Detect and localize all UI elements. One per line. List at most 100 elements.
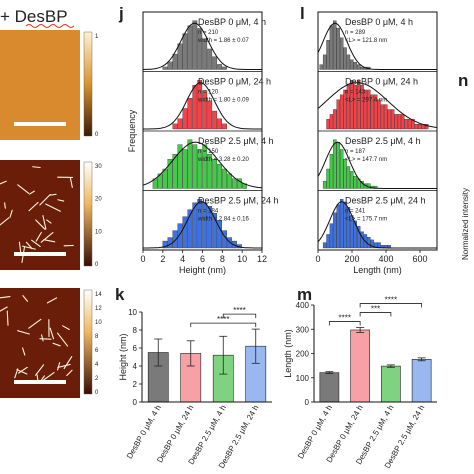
histogram-bar — [177, 118, 183, 130]
histogram-bar — [339, 149, 344, 189]
fibril — [39, 193, 51, 206]
series-label: DesBP 0 μM, 4 h — [198, 17, 266, 27]
histogram-bar — [326, 234, 330, 249]
histogram-bar — [360, 66, 364, 70]
colorbar-tick-label: 1 — [95, 34, 99, 40]
y-tick-label: 300 — [296, 325, 310, 334]
y-tick-label: 10 — [128, 308, 137, 317]
fibril — [57, 362, 61, 371]
histogram-bar — [343, 47, 347, 70]
fibril — [43, 239, 56, 243]
series-stat: <L> = 147.7 nm — [345, 157, 387, 163]
length-histogram-chart: DesBP 0 μM, 4 h n = 289 <L> = 121.8 nm DesB… — [315, 11, 438, 275]
series-label: DesBP 0 μM, 4 h — [345, 17, 413, 27]
histogram-bar — [162, 66, 168, 70]
histogram-bar — [360, 231, 364, 249]
fibril — [31, 239, 41, 247]
histogram-bar — [192, 144, 198, 189]
histogram-bar — [373, 94, 378, 130]
histogram-bar — [182, 33, 188, 70]
histogram-bar — [187, 139, 193, 189]
histogram-bar — [367, 89, 371, 130]
histogram-bar — [350, 171, 354, 189]
histogram-bar — [343, 201, 347, 249]
histogram-bar — [197, 199, 203, 249]
histogram-bar — [212, 56, 218, 70]
histogram-bar — [177, 43, 183, 70]
histogram-bar — [326, 168, 330, 189]
histogram-bar — [197, 80, 203, 130]
fibril — [69, 177, 73, 188]
histogram-bar — [172, 154, 178, 189]
y-tick-label: 400 — [296, 301, 310, 310]
x-tick-label: 6 — [200, 254, 205, 264]
series-stat: n = 143 — [345, 90, 366, 96]
histogram-bar — [227, 237, 232, 249]
histogram-bar — [336, 27, 340, 70]
series-stat: n = 210 — [198, 30, 219, 36]
histogram-bar — [401, 114, 405, 130]
fibril — [57, 363, 71, 369]
histogram-bar — [329, 25, 334, 70]
histogram-bar — [414, 123, 419, 130]
histogram-bar — [353, 220, 357, 249]
histogram-bar — [322, 242, 327, 249]
colorbar-tick-label: 12 — [95, 306, 102, 312]
histogram-bar — [339, 94, 344, 130]
histogram-bar — [222, 66, 227, 70]
fibril — [17, 184, 30, 194]
histogram-bar — [411, 119, 415, 130]
series-stat: <L> = 297.4 nm — [345, 98, 387, 104]
fibril — [28, 201, 39, 212]
histogram-bar — [339, 37, 344, 70]
panel-letter-k: k — [115, 285, 125, 304]
x-tick-label: 8 — [220, 254, 225, 264]
series-stat: n = 184 — [198, 209, 219, 215]
histogram-bar — [380, 104, 385, 130]
fibril — [46, 297, 58, 304]
fit-curve — [143, 82, 262, 130]
histogram-bar — [319, 64, 323, 70]
histogram-bar — [217, 219, 222, 249]
histogram-bar — [353, 84, 357, 130]
panel-letter-n: n — [458, 71, 468, 90]
fibril — [42, 215, 47, 230]
fibril — [16, 369, 28, 375]
histogram-bar — [172, 230, 178, 249]
histogram-bar — [390, 109, 395, 130]
series-stat: width = 1.86 ± 0.07 — [197, 38, 249, 44]
plot-frame — [317, 11, 438, 251]
colorbar-tick-label: 2 — [95, 376, 99, 382]
histogram-bar — [350, 59, 354, 70]
fibril — [0, 217, 10, 226]
histogram-bar — [326, 40, 330, 70]
histogram-bar — [167, 159, 173, 189]
histogram-bar — [237, 178, 242, 189]
fibril — [40, 232, 54, 243]
bar — [319, 372, 340, 403]
category-label: DesBP 0 μM, 4 h — [125, 404, 163, 461]
histogram-bar — [177, 223, 183, 249]
significance-bracket — [222, 313, 257, 319]
fibril — [41, 334, 44, 342]
fibril — [17, 366, 28, 374]
series-label: DesBP 0 μM, 24 h — [198, 77, 271, 87]
scale-bar — [14, 252, 66, 256]
fibril — [22, 295, 29, 302]
histogram-bar — [202, 90, 208, 130]
series-label: DesBP 2.5 μM, 24 h — [345, 196, 426, 206]
series-label: DesBP 2.5 μM, 4 h — [198, 136, 274, 146]
y-tick-label: 0 — [305, 398, 310, 407]
histogram-bar — [333, 212, 337, 249]
fibril — [21, 245, 36, 250]
fibril — [45, 203, 61, 212]
histogram-bar — [192, 20, 198, 70]
fibril — [22, 347, 26, 356]
histogram-bar — [373, 242, 378, 249]
histogram-bar — [404, 119, 408, 130]
significance-label: **** — [217, 315, 229, 324]
colorbar-tick-label: 4 — [95, 362, 99, 368]
histogram-bar — [197, 149, 203, 189]
histogram-bar — [356, 226, 361, 249]
series-stat: n = 120 — [198, 90, 219, 96]
